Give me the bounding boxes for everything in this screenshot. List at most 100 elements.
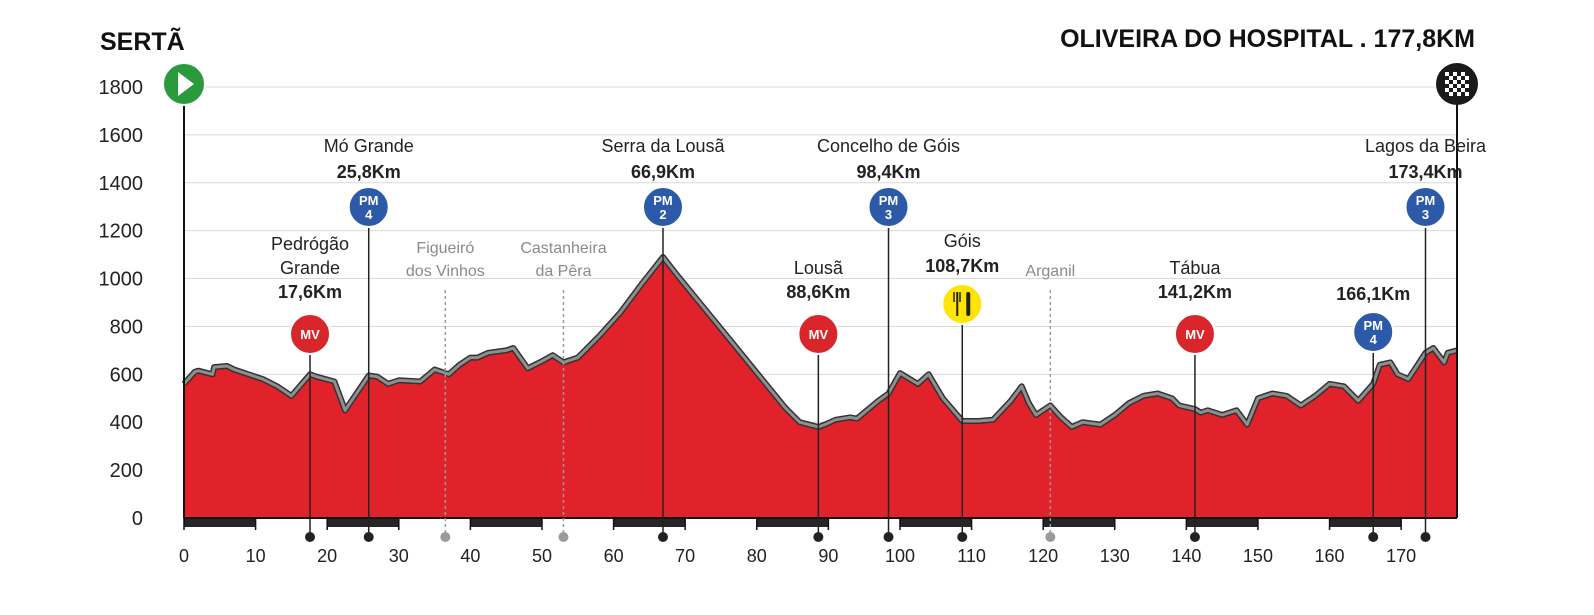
checkered-flag-icon xyxy=(1449,84,1453,88)
climb-km: 66,9Km xyxy=(631,162,695,182)
climb-km: 166,1Km xyxy=(1336,284,1410,304)
mv-badge: MV xyxy=(289,313,332,355)
x-tick-label: 140 xyxy=(1171,546,1201,566)
pm-badge-text: 3 xyxy=(1422,207,1429,222)
pm-badge-text: PM xyxy=(653,193,673,208)
feed-zone-name: Góis xyxy=(944,231,981,251)
feed-badge-circle xyxy=(941,283,984,325)
km-bar-segment xyxy=(899,519,972,527)
place-marker-dot xyxy=(558,532,569,542)
pm-badge: PM4 xyxy=(1352,311,1395,353)
climb-name: Serra da Lousã xyxy=(601,136,725,156)
climb-km: 25,8Km xyxy=(337,162,401,182)
x-tick-label: 80 xyxy=(747,546,767,566)
km-bar-segment xyxy=(1257,519,1330,527)
x-tick-label: 100 xyxy=(885,546,915,566)
y-tick-label: 600 xyxy=(110,364,143,386)
km-bar-segment xyxy=(756,519,829,527)
km-bar-segment xyxy=(470,519,542,527)
km-bar-segment xyxy=(971,519,1044,527)
y-tick-label: 1800 xyxy=(99,77,144,99)
y-tick-label: 1600 xyxy=(99,125,144,147)
pm-badge-text: PM xyxy=(1416,193,1436,208)
pm-badge-text: 3 xyxy=(885,207,892,222)
marker-dot xyxy=(813,532,824,542)
x-tick-label: 170 xyxy=(1386,546,1416,566)
sprint-name: Lousã xyxy=(794,258,844,278)
knife-icon xyxy=(966,292,971,316)
pm-badge: PM3 xyxy=(1404,186,1447,228)
x-tick-label: 40 xyxy=(460,546,480,566)
x-tick-label: 110 xyxy=(957,546,986,566)
x-tick-label: 10 xyxy=(246,546,266,566)
pm-badge-text: PM xyxy=(879,193,899,208)
marker-dot xyxy=(305,532,316,542)
km-bar-segment xyxy=(1329,519,1402,527)
x-tick-label: 160 xyxy=(1315,546,1345,566)
sprint-km: 17,6Km xyxy=(278,282,342,302)
place-name: Castanheira xyxy=(520,240,606,257)
x-tick-label: 30 xyxy=(389,546,409,566)
km-bar-segment xyxy=(327,519,399,527)
start-town-title: SERTÃ xyxy=(100,26,185,56)
checkered-flag-icon xyxy=(1465,76,1469,80)
mv-badge-circle xyxy=(1173,313,1216,355)
y-tick-label: 0 xyxy=(132,508,143,530)
km-bar-segment xyxy=(613,519,686,527)
pm-badge-text: 2 xyxy=(659,207,666,222)
pm-badge-text: PM xyxy=(359,193,379,208)
pm-badge-circle xyxy=(1404,186,1447,228)
y-tick-label: 800 xyxy=(110,316,143,338)
place-name: Figueiró xyxy=(416,240,474,257)
pm-badge-circle xyxy=(867,186,910,228)
y-tick-label: 1200 xyxy=(99,221,144,243)
x-tick-label: 50 xyxy=(532,546,552,566)
mv-badge: MV xyxy=(797,313,840,355)
checkered-flag-icon xyxy=(1445,72,1449,76)
checkered-flag-icon xyxy=(1449,76,1453,80)
y-tick-label: 1400 xyxy=(99,173,144,195)
x-tick-label: 20 xyxy=(317,546,337,566)
km-bar-segment xyxy=(828,519,900,527)
checkered-flag-icon xyxy=(1445,80,1449,84)
finish-badge xyxy=(1436,63,1478,105)
place-marker-dot xyxy=(1045,532,1056,542)
x-tick-label: 130 xyxy=(1100,546,1130,566)
x-tick-label: 0 xyxy=(179,546,189,566)
climb-name: Mó Grande xyxy=(324,136,414,156)
x-tick-label: 120 xyxy=(1028,546,1058,566)
sprint-name: Grande xyxy=(280,258,340,278)
fork-knife-icon xyxy=(941,283,984,325)
finish-town-title: OLIVEIRA DO HOSPITAL . 177,8KM xyxy=(1060,25,1475,53)
pm-badge-text: PM xyxy=(1363,318,1383,333)
y-tick-label: 1000 xyxy=(99,269,144,291)
sprint-km: 141,2Km xyxy=(1158,282,1232,302)
km-bar-segment xyxy=(685,519,757,527)
climb-km: 98,4Km xyxy=(856,162,920,182)
marker-dot xyxy=(1189,532,1200,542)
checkered-flag-icon xyxy=(1461,88,1465,92)
sprint-name: Pedrógão xyxy=(271,234,349,254)
x-tick-label: 60 xyxy=(604,546,624,566)
checkered-flag-icon xyxy=(1449,92,1453,96)
profile-area xyxy=(184,257,1457,518)
checkered-flag-icon xyxy=(1461,80,1465,84)
km-bar-segment xyxy=(1186,519,1258,527)
profile-outline xyxy=(182,255,1458,429)
checkered-flag-icon xyxy=(1453,72,1457,76)
checkered-flag-icon xyxy=(1465,92,1469,96)
x-tick-label: 150 xyxy=(1243,546,1273,566)
place-name: dos Vinhos xyxy=(406,263,485,280)
mv-badge-circle xyxy=(289,313,332,355)
checkered-flag-icon xyxy=(1453,88,1457,92)
pm-badge-circle xyxy=(347,186,390,228)
x-tick-label: 90 xyxy=(818,546,838,566)
marker-dot xyxy=(1420,532,1431,542)
feed-zone-km: 108,7Km xyxy=(925,256,999,276)
km-bar-segment xyxy=(1043,519,1115,527)
climb-name: Lagos da Beira xyxy=(1365,136,1487,156)
pm-badge: PM4 xyxy=(347,186,390,228)
x-tick-label: 70 xyxy=(675,546,695,566)
sprint-name: Tábua xyxy=(1169,258,1221,278)
marker-dot xyxy=(957,532,968,542)
